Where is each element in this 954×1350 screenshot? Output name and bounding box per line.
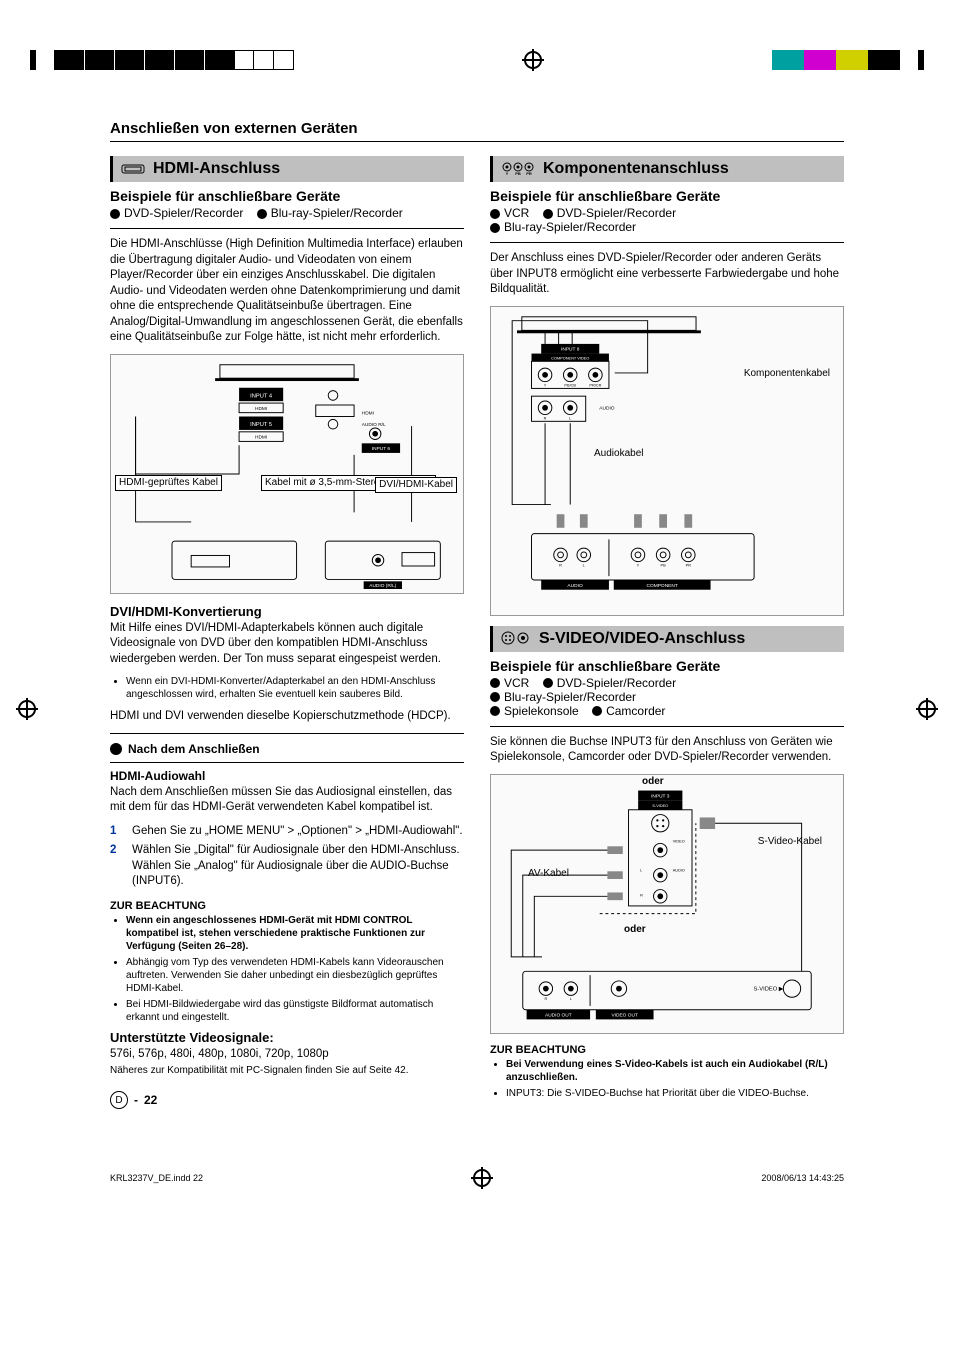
hdmi-intro: Die HDMI-Anschlüsse (High Definition Mul…	[110, 237, 464, 346]
page-number: D - 22	[110, 1091, 464, 1109]
sv-examples-title: Beispiele für anschließbare Geräte	[490, 658, 844, 674]
hdcp-note: HDMI und DVI verwenden dieselbe Kopiersc…	[110, 709, 464, 725]
page-title: Anschließen von externen Geräten	[110, 120, 844, 142]
sv-notes: Bei Verwendung eines S-Video-Kabels ist …	[490, 1058, 844, 1100]
audio-sel-body: Nach dem Anschließen müssen Sie das Audi…	[110, 785, 464, 816]
sv-note-head: ZUR BEACHTUNG	[490, 1044, 844, 1056]
label-audio-cable: Audiokabel	[591, 447, 646, 461]
step-2: 2 Wählen Sie „Digital" für Audiosignale …	[110, 843, 464, 890]
footer: KRL3237V_DE.indd 22 2008/06/13 14:43:25	[0, 1129, 954, 1207]
comp-examples: VCR DVD-Spieler/Recorder Blu-ray-Spieler…	[490, 206, 844, 234]
crop-marks-top	[0, 0, 954, 100]
dvi-body: Mit Hilfe eines DVI/HDMI-Adapterkabels k…	[110, 621, 464, 668]
svg-text:PB: PB	[515, 171, 521, 176]
two-column-layout: HDMI-Anschluss Beispiele für anschließba…	[110, 156, 844, 1109]
left-column: HDMI-Anschluss Beispiele für anschließba…	[110, 156, 464, 1109]
hdmi-header-text: HDMI-Anschluss	[153, 160, 280, 178]
dvi-head: DVI/HDMI-Konvertierung	[110, 604, 464, 619]
svideo-header: S-VIDEO/VIDEO-Anschluss	[490, 626, 844, 652]
svideo-diagram: INPUT 3 S-VIDEO VIDEO AUDIO L R	[490, 774, 844, 1034]
svg-text:PR: PR	[526, 171, 532, 176]
label-hdmi-cable: HDMI-geprüftes Kabel	[115, 475, 222, 491]
hdmi-header: HDMI-Anschluss	[110, 156, 464, 182]
label-av-cable: AV-Kabel	[525, 867, 572, 881]
comp-examples-title: Beispiele für anschließbare Geräte	[490, 188, 844, 204]
crop-bar-right	[772, 50, 924, 70]
step-1: 1 Gehen Sie zu „HOME MENU" > „Optionen" …	[110, 824, 464, 840]
label-oder2: oder	[621, 923, 649, 937]
registration-mark-bottom	[473, 1169, 491, 1187]
supported-body2: Näheres zur Kompatibilität mit PC-Signal…	[110, 1064, 464, 1077]
right-column: Y PB PR Komponentenanschluss Beispiele f…	[490, 156, 844, 1109]
component-diagram: INPUT 8 COMPONENT VIDEO Y PB/CB PR/CR R …	[490, 306, 844, 616]
audio-sel-head: HDMI-Audiowahl	[110, 769, 464, 783]
sv-intro: Sie können die Buchse INPUT3 für den Ans…	[490, 735, 844, 766]
footer-left: KRL3237V_DE.indd 22	[110, 1173, 203, 1183]
registration-mark-top	[524, 51, 542, 69]
supported-head: Unterstützte Videosignale:	[110, 1030, 464, 1045]
hdmi-examples: DVD-Spieler/Recorder Blu-ray-Spieler/Rec…	[110, 206, 464, 220]
bullet-icon	[110, 743, 122, 755]
hdmi-port-icon	[121, 160, 145, 178]
comp-intro: Der Anschluss eines DVD-Spieler/Recorder…	[490, 251, 844, 298]
after-connect-head: Nach dem Anschließen	[110, 742, 464, 756]
registration-mark-left	[18, 700, 36, 718]
page-content: Anschließen von externen Geräten HDMI-An…	[0, 100, 954, 1129]
registration-mark-right	[918, 700, 936, 718]
label-svideo-cable: S-Video-Kabel	[755, 835, 825, 849]
dvi-small-note: Wenn ein DVI-HDMI-Konverter/Adapterkabel…	[110, 675, 464, 701]
svideo-port-icon	[501, 630, 531, 648]
hdmi-example-2: Blu-ray-Spieler/Recorder	[271, 206, 403, 220]
hdmi-example-1: DVD-Spieler/Recorder	[124, 206, 243, 220]
label-oder1: oder	[639, 775, 667, 789]
sv-examples: VCR DVD-Spieler/Recorder Blu-ray-Spieler…	[490, 676, 844, 718]
component-header-text: Komponentenanschluss	[543, 160, 729, 178]
notes-left: Wenn ein angeschlossenes HDMI-Gerät mit …	[110, 914, 464, 1024]
note-head-left: ZUR BEACHTUNG	[110, 900, 464, 912]
hdmi-diagram: INPUT 4 HDMI INPUT 5 HDMI HDMI AUDIO R/L	[110, 354, 464, 594]
label-dvi-hdmi: DVI/HDMI-Kabel	[375, 477, 457, 493]
crop-bar-left	[30, 50, 294, 70]
hdmi-examples-title: Beispiele für anschließbare Geräte	[110, 188, 464, 204]
component-port-icon: Y PB PR	[501, 160, 535, 178]
footer-right: 2008/06/13 14:43:25	[761, 1173, 844, 1183]
component-header: Y PB PR Komponentenanschluss	[490, 156, 844, 182]
label-component-cable: Komponentenkabel	[741, 367, 833, 381]
svideo-header-text: S-VIDEO/VIDEO-Anschluss	[539, 630, 745, 648]
svg-text:Y: Y	[506, 171, 509, 176]
supported-body1: 576i, 576p, 480i, 480p, 1080i, 720p, 108…	[110, 1047, 464, 1063]
